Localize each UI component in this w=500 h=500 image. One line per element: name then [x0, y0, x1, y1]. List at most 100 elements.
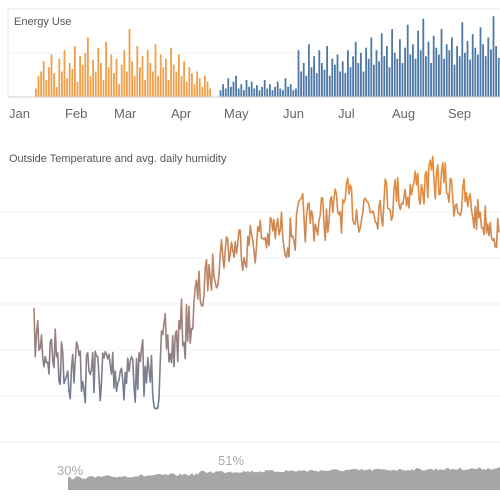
energy-bar: [263, 80, 266, 97]
energy-x-tick: Sep: [448, 106, 471, 121]
energy-bar: [417, 30, 419, 98]
energy-bar: [367, 58, 370, 97]
energy-bar: [48, 67, 50, 97]
energy-bar: [76, 81, 79, 97]
energy-bar: [120, 64, 123, 97]
energy-bar: [404, 47, 406, 97]
energy-bar: [318, 50, 321, 97]
energy-bar: [204, 75, 206, 97]
energy-bar: [133, 75, 136, 97]
energy-bar: [435, 47, 438, 97]
energy-bar: [261, 86, 263, 97]
energy-bar: [354, 41, 357, 97]
energy-bar: [276, 81, 279, 97]
energy-bar: [159, 54, 162, 97]
energy-bar: [193, 84, 196, 97]
energy-bar: [282, 90, 284, 97]
energy-x-tick: May: [224, 106, 249, 121]
energy-bar: [339, 71, 341, 97]
energy-bar: [237, 88, 240, 97]
energy-bar: [341, 61, 344, 97]
energy-bar: [326, 46, 328, 97]
energy-bar: [258, 90, 261, 97]
energy-bar: [250, 81, 253, 97]
energy-bar: [287, 86, 289, 97]
energy-bar: [89, 75, 92, 97]
energy-bar: [419, 50, 422, 97]
energy-bar: [240, 84, 243, 97]
energy-bar: [375, 50, 378, 97]
energy-bar: [180, 75, 183, 97]
energy-bar: [490, 49, 492, 97]
energy-bar: [443, 58, 445, 97]
energy-bar: [113, 73, 115, 97]
energy-bar: [495, 46, 497, 97]
energy-bar: [271, 90, 274, 97]
energy-bar: [313, 56, 315, 97]
energy-bar: [74, 46, 76, 97]
energy-bar: [178, 54, 180, 97]
energy-bar: [170, 47, 172, 97]
energy-bar: [92, 59, 94, 97]
energy-bar: [188, 67, 191, 97]
energy-bar: [464, 52, 466, 97]
energy-bar: [323, 69, 326, 97]
energy-bar: [440, 29, 443, 97]
energy-bar: [50, 54, 53, 97]
energy-bar: [102, 80, 105, 97]
energy-bar: [295, 88, 297, 97]
energy-bar: [448, 50, 451, 97]
energy-bar: [391, 29, 393, 97]
energy-bar: [248, 86, 250, 97]
energy-bar: [256, 85, 258, 97]
energy-bar: [484, 56, 487, 97]
energy-bar: [71, 68, 74, 97]
energy-bar: [222, 84, 224, 97]
energy-x-tick: Feb: [65, 106, 87, 121]
energy-bar: [196, 71, 198, 97]
humidity-label-high: 51%: [218, 453, 244, 468]
energy-bar: [456, 46, 458, 97]
energy-bar: [100, 63, 102, 97]
energy-bar: [97, 47, 100, 97]
energy-bar: [349, 67, 352, 97]
energy-x-tick: Apr: [171, 106, 192, 121]
energy-bar: [269, 84, 271, 97]
energy-x-tick: Mar: [114, 106, 137, 121]
energy-bar: [266, 88, 269, 97]
energy-bar: [68, 63, 71, 97]
energy-bar: [136, 46, 139, 97]
energy-bar: [305, 75, 308, 97]
energy-bar: [479, 27, 482, 97]
energy-bar: [469, 59, 471, 97]
energy-bar: [139, 67, 141, 97]
energy-bar: [492, 16, 495, 97]
energy-bar: [58, 58, 61, 97]
energy-bar: [438, 54, 440, 97]
energy-bar: [461, 22, 464, 98]
energy-bar: [289, 84, 292, 97]
energy-bar: [37, 75, 40, 97]
energy-bar: [245, 80, 248, 97]
energy-bar: [183, 61, 185, 97]
energy-bar: [167, 80, 170, 97]
energy-bar: [362, 71, 365, 97]
energy-bar: [401, 63, 404, 97]
energy-bar: [110, 54, 113, 97]
energy-bar: [40, 71, 42, 97]
temperature-line: [33, 155, 500, 410]
energy-bar: [315, 73, 318, 97]
energy-x-ticks: Jan Feb Mar Apr May Jun Jul Aug Sep: [9, 106, 471, 121]
energy-bar: [453, 64, 456, 97]
temperature-title: Outside Temperature and avg. daily humid…: [9, 153, 227, 165]
energy-bars: [35, 16, 500, 98]
energy-bar: [45, 80, 48, 97]
energy-bar: [42, 61, 45, 97]
energy-bar: [334, 64, 336, 97]
energy-bar: [321, 63, 323, 97]
energy-bar: [141, 56, 144, 97]
energy-bar: [35, 88, 37, 97]
energy-bar: [474, 47, 477, 97]
energy-bar: [61, 71, 63, 97]
energy-bar: [393, 52, 396, 97]
